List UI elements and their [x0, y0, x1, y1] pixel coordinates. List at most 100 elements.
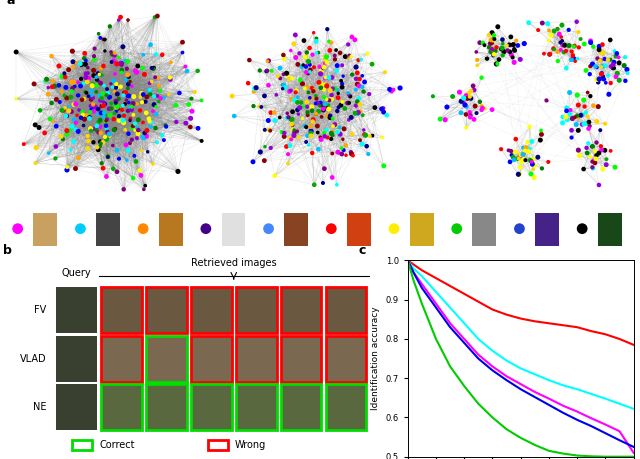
Point	[567, 115, 577, 122]
Point	[266, 67, 276, 74]
NE	[573, 325, 581, 330]
ND	[616, 454, 623, 459]
Point	[580, 109, 591, 116]
NE	[410, 262, 417, 267]
Point	[320, 56, 330, 64]
Point	[505, 48, 515, 56]
Point	[79, 116, 90, 123]
Point	[289, 126, 300, 134]
Point	[332, 67, 342, 74]
Bar	[347, 213, 371, 246]
Point	[133, 130, 143, 137]
Point	[475, 98, 485, 106]
Point	[180, 119, 191, 127]
Point	[319, 133, 330, 140]
Point	[305, 68, 315, 76]
Point	[387, 88, 397, 95]
Point	[201, 225, 211, 232]
Point	[310, 100, 321, 107]
NE	[630, 342, 637, 347]
Point	[13, 225, 23, 232]
Point	[108, 77, 118, 84]
Point	[303, 69, 314, 77]
Point	[131, 158, 141, 165]
Point	[67, 85, 77, 92]
Point	[527, 158, 537, 166]
Point	[102, 136, 112, 143]
Point	[112, 60, 122, 67]
Point	[92, 82, 102, 89]
Point	[133, 116, 143, 123]
Point	[353, 56, 364, 64]
Point	[378, 134, 388, 141]
DSD	[410, 269, 417, 275]
Point	[537, 19, 547, 27]
Point	[153, 74, 163, 82]
Point	[99, 109, 109, 117]
Point	[139, 134, 149, 142]
Point	[516, 151, 526, 159]
Point	[295, 76, 305, 84]
Point	[323, 134, 333, 141]
Point	[337, 151, 347, 158]
Point	[124, 78, 134, 85]
Point	[598, 49, 609, 56]
Point	[124, 73, 134, 80]
Point	[73, 78, 83, 86]
Point	[161, 122, 171, 129]
Point	[605, 147, 616, 155]
Point	[115, 13, 125, 21]
Point	[254, 102, 264, 110]
Point	[557, 113, 568, 121]
Point	[494, 56, 504, 63]
ND	[559, 451, 567, 456]
Bar	[535, 213, 559, 246]
Point	[310, 92, 321, 99]
Point	[546, 31, 556, 39]
Point	[248, 102, 259, 110]
Point	[535, 136, 545, 144]
Point	[447, 93, 458, 100]
Point	[125, 78, 135, 85]
Point	[594, 149, 604, 157]
Point	[161, 123, 172, 130]
Point	[151, 50, 161, 58]
Point	[477, 102, 487, 110]
Point	[347, 71, 357, 78]
Point	[306, 95, 316, 102]
Point	[154, 82, 164, 89]
ND	[517, 435, 525, 441]
Point	[588, 102, 598, 109]
Point	[59, 92, 69, 99]
Point	[116, 67, 127, 74]
DSD	[630, 450, 637, 455]
Point	[56, 133, 66, 140]
Bar	[326, 287, 367, 333]
MU	[410, 266, 417, 271]
Point	[322, 26, 332, 33]
Point	[596, 143, 606, 150]
Point	[54, 82, 64, 89]
Point	[136, 147, 147, 154]
Point	[554, 30, 564, 38]
Point	[73, 128, 83, 135]
Point	[91, 73, 101, 81]
Point	[300, 85, 310, 92]
Point	[575, 152, 585, 159]
Point	[111, 104, 122, 112]
Point	[588, 165, 598, 172]
Point	[600, 56, 610, 63]
Point	[290, 31, 300, 39]
Point	[354, 82, 364, 90]
Point	[54, 62, 64, 70]
Point	[106, 50, 116, 57]
Point	[133, 116, 143, 123]
Point	[118, 102, 128, 109]
Point	[314, 49, 324, 56]
Point	[64, 103, 74, 111]
Point	[177, 39, 188, 46]
Point	[95, 79, 106, 87]
Point	[344, 99, 355, 106]
Point	[338, 136, 348, 143]
Point	[506, 33, 516, 40]
